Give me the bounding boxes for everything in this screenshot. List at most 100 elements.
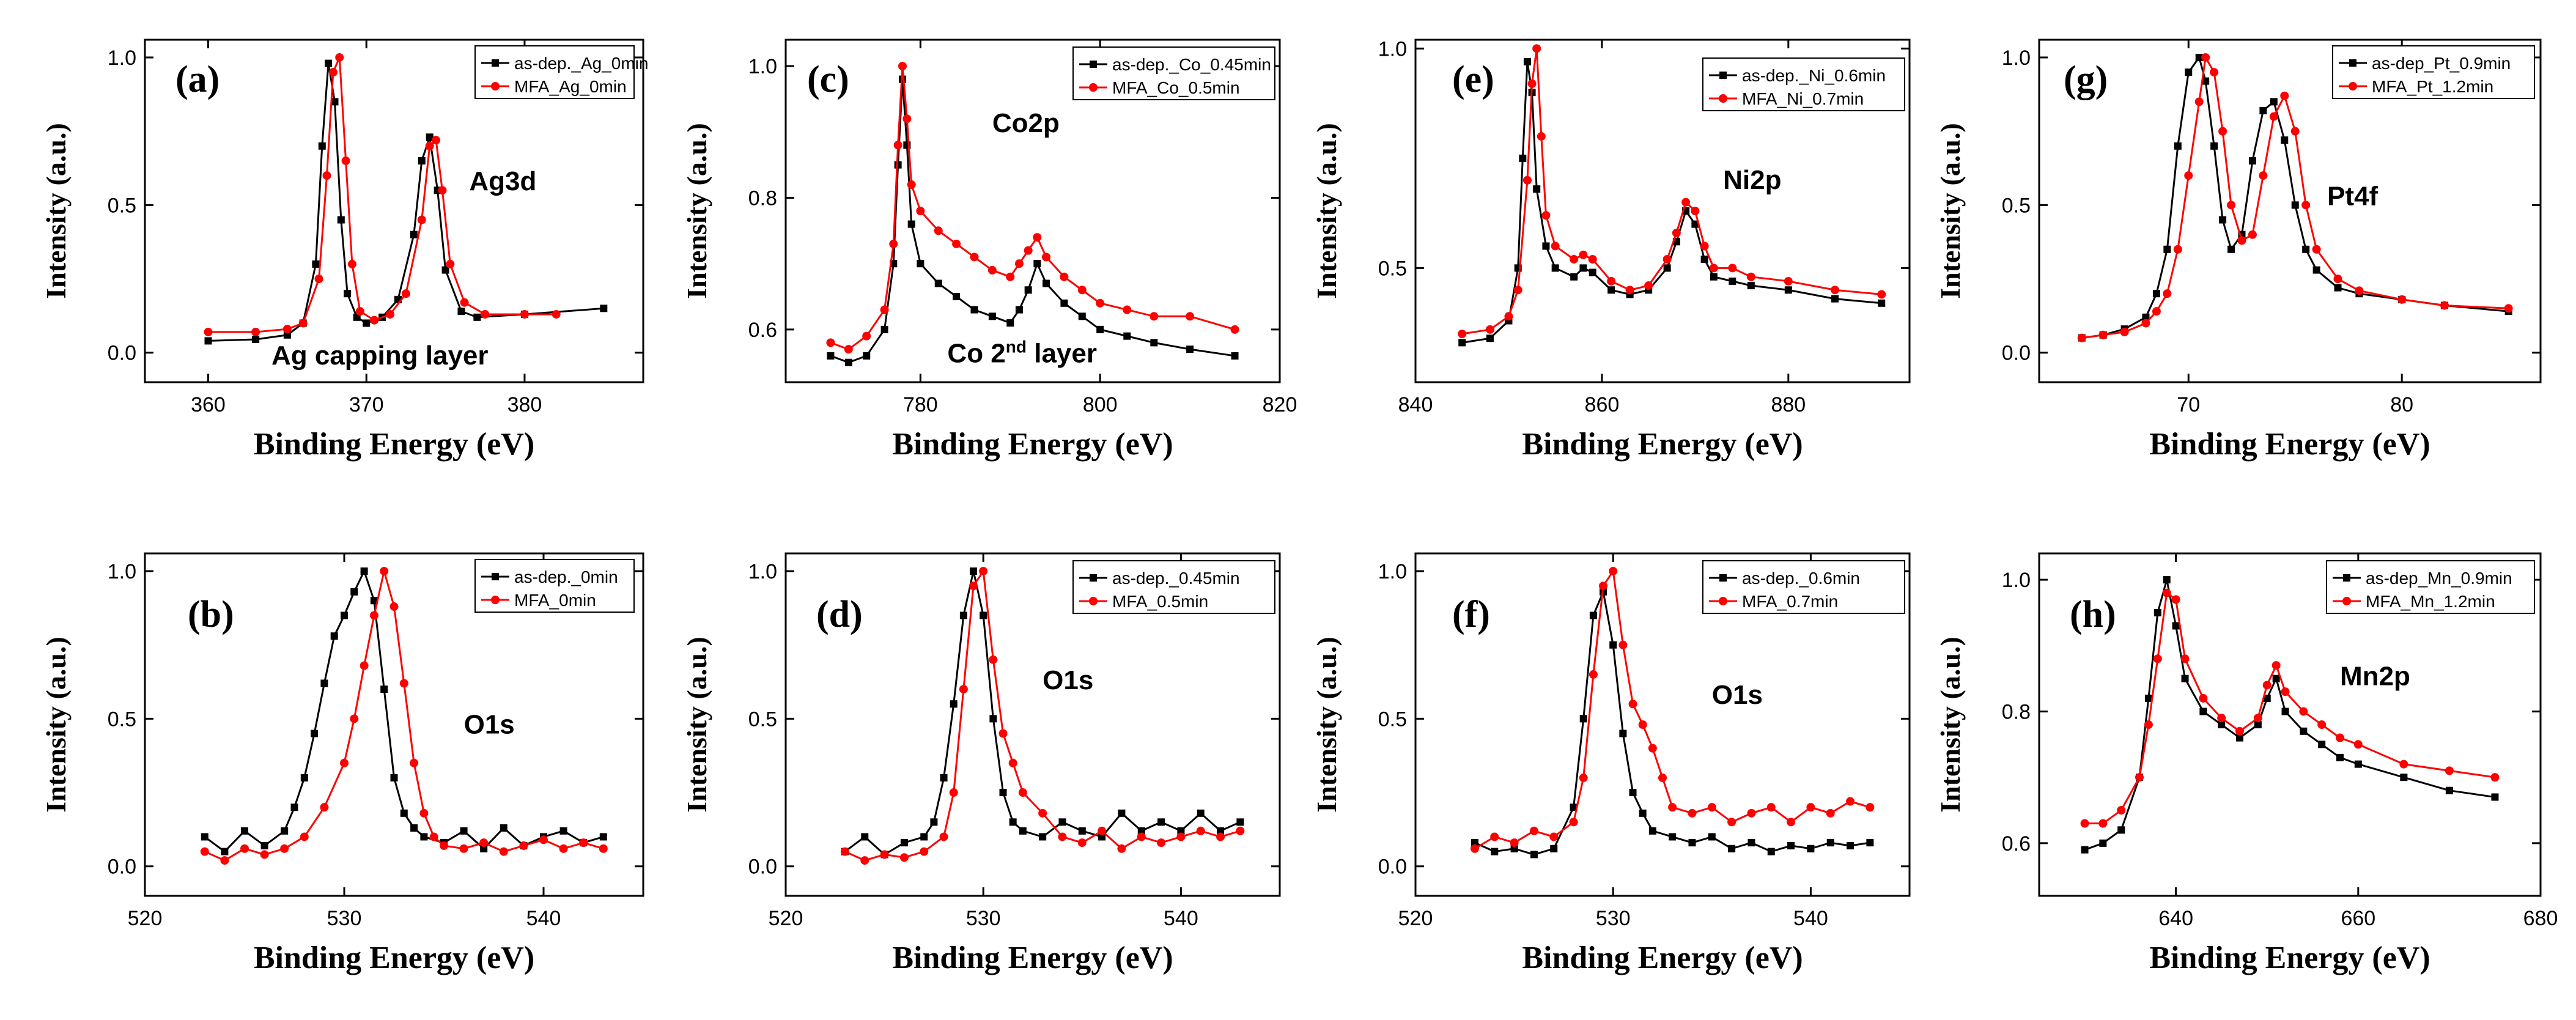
data-point	[2259, 171, 2268, 180]
data-point	[1137, 827, 1145, 835]
data-point	[559, 844, 568, 853]
data-point	[251, 327, 260, 336]
data-point	[1150, 312, 1159, 321]
legend-box	[474, 45, 635, 99]
data-point	[1176, 832, 1186, 841]
data-point	[2144, 694, 2152, 702]
x-tick-label: 840	[1398, 393, 1433, 416]
y-tick-label: 0.6	[748, 319, 777, 342]
x-tick-label: 70	[2177, 393, 2200, 416]
data-point	[1058, 818, 1066, 826]
data-point	[2280, 91, 2289, 100]
data-point	[2336, 753, 2344, 761]
y-tick-label: 0.0	[748, 856, 777, 879]
data-point	[1551, 264, 1559, 272]
data-point	[1787, 818, 1796, 827]
data-point	[2117, 806, 2126, 815]
x-tick-label: 880	[1771, 393, 1806, 416]
y-tick-label: 0.5	[748, 708, 777, 731]
x-tick-label: 800	[1083, 393, 1118, 416]
legend-marker	[491, 82, 500, 91]
data-point	[417, 215, 426, 224]
legend-entry: MFA_Co_0.5min	[1112, 78, 1240, 97]
y-tick-label: 0.5	[1378, 257, 1407, 280]
data-point	[1098, 833, 1106, 841]
data-point	[318, 142, 326, 150]
y-tick-label: 0.5	[1378, 708, 1407, 731]
data-point	[579, 838, 588, 848]
data-point	[898, 62, 907, 71]
data-point	[844, 358, 852, 366]
legend-box	[1702, 560, 1905, 614]
data-point	[2491, 793, 2499, 801]
data-point	[2217, 714, 2226, 723]
data-point	[2171, 595, 2180, 604]
legend-marker	[1090, 61, 1097, 68]
data-point	[1787, 841, 1795, 849]
data-point	[479, 838, 489, 848]
data-point	[907, 180, 916, 189]
data-point	[520, 309, 529, 319]
series-line-mfa	[2084, 591, 2495, 825]
y-axis-label: Intensity (a.u.)	[1311, 637, 1342, 813]
data-point	[940, 774, 948, 782]
data-point	[1033, 260, 1041, 268]
plot-frame	[1414, 552, 1911, 897]
data-point	[432, 136, 441, 145]
data-point	[410, 231, 418, 238]
data-point	[440, 841, 448, 850]
x-axis-label: Binding Energy (eV)	[1522, 427, 1803, 462]
x-tick-label: 520	[128, 907, 163, 930]
series-line-as-dep	[2081, 55, 2509, 339]
data-point	[328, 68, 338, 77]
annotation: Pt4f	[2327, 181, 2378, 211]
x-tick-label: 640	[2158, 907, 2193, 930]
data-point	[1231, 352, 1239, 360]
data-point	[400, 809, 408, 817]
data-point	[1747, 282, 1755, 290]
data-point	[2281, 687, 2290, 697]
data-point	[2210, 68, 2219, 77]
data-point	[200, 847, 209, 856]
legend-entry: as-dep._Ag_0min	[514, 54, 648, 73]
data-point	[2153, 608, 2161, 616]
data-point	[599, 833, 607, 841]
data-point	[1014, 259, 1024, 268]
y-axis-label: Intensity (a.u.)	[681, 123, 712, 299]
series-line-as-dep	[208, 63, 604, 342]
data-point	[1878, 299, 1886, 307]
data-point	[998, 729, 1008, 738]
data-point	[1077, 838, 1087, 848]
data-point	[2227, 245, 2235, 253]
panel-label: (b)	[188, 594, 234, 635]
panel-f: 520 530 540 0.0 0.5 1.0 Binding Energy (eV) Int…	[1311, 552, 1911, 975]
panel-label: (e)	[1452, 59, 1494, 100]
data-point	[2355, 286, 2364, 295]
data-point	[1826, 808, 1835, 818]
data-point	[519, 841, 528, 850]
data-point	[460, 298, 469, 307]
legend-entry: as-dep._0.6min	[1742, 569, 1860, 588]
data-point	[320, 803, 329, 812]
data-point	[201, 833, 209, 841]
data-point	[934, 279, 942, 287]
data-point	[1767, 848, 1775, 856]
x-axis-label: Binding Energy (eV)	[254, 427, 534, 462]
x-tick-label: 530	[966, 907, 1001, 930]
plot-frame	[2038, 39, 2542, 383]
data-point	[1008, 758, 1017, 767]
data-point	[1658, 773, 1667, 782]
data-point	[2120, 327, 2129, 336]
data-point	[325, 59, 333, 67]
plot-frame	[1414, 39, 1911, 383]
data-point	[950, 700, 958, 708]
data-point	[2218, 721, 2226, 728]
plot-frame	[144, 552, 644, 897]
data-point	[1236, 826, 1245, 835]
data-point	[386, 309, 395, 319]
legend-entry: as-dep_Pt_0.9min	[2372, 54, 2511, 73]
data-point	[2163, 576, 2171, 584]
data-point	[1098, 826, 1107, 835]
data-point	[1078, 827, 1086, 835]
data-point	[902, 114, 912, 124]
